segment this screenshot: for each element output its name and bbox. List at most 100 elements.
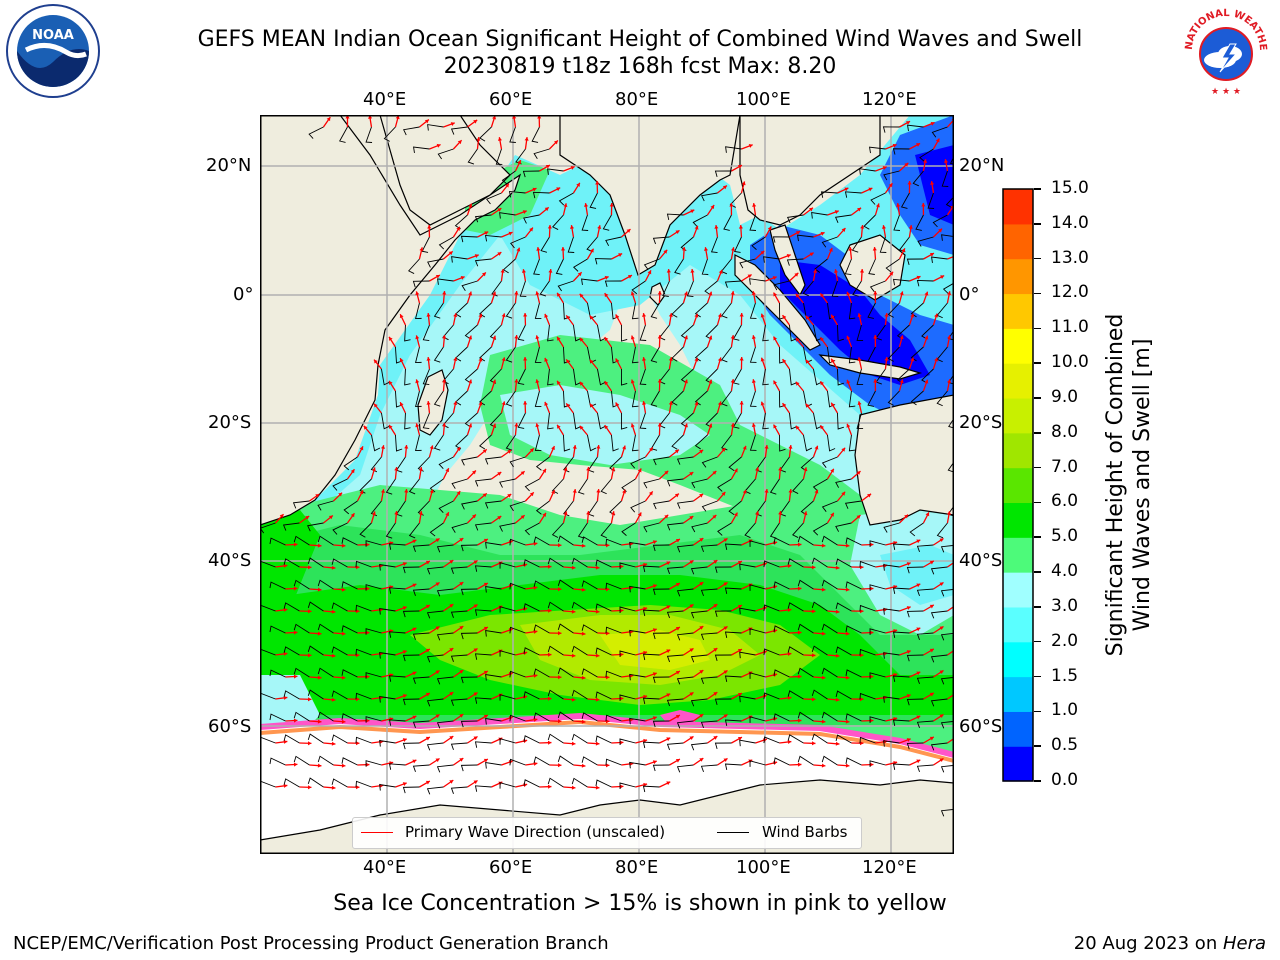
- wind-barb: [484, 234, 502, 242]
- wind-barb: [714, 698, 732, 706]
- wave-direction-arrowhead: [547, 652, 552, 657]
- wind-barb: [797, 234, 814, 242]
- wind-barb: [474, 741, 492, 748]
- wave-direction-arrowhead: [483, 670, 488, 675]
- wind-barb: [792, 522, 804, 538]
- wind-barb: [629, 761, 646, 769]
- wave-direction-arrowhead: [869, 674, 874, 679]
- wave-direction-arrowhead: [841, 228, 846, 232]
- wave-direction-arrowhead: [787, 651, 792, 657]
- wind-barb: [859, 604, 876, 612]
- wave-direction-arrowhead: [821, 587, 826, 592]
- wave-direction-arrowhead: [484, 231, 489, 236]
- wind-barb: [763, 692, 780, 700]
- wind-barb: [597, 412, 606, 430]
- wind-barb: [317, 500, 334, 511]
- wave-direction-arrowhead: [762, 650, 767, 655]
- wind-barb: [547, 168, 564, 175]
- wave-direction-arrowhead: [345, 115, 350, 119]
- colorbar-segment: [1003, 363, 1033, 399]
- wind-barb: [671, 346, 684, 362]
- wave-direction-arrowhead: [460, 275, 465, 280]
- wave-direction-arrowhead: [368, 115, 373, 119]
- wind-barb: [436, 764, 454, 773]
- wave-direction-arrowhead: [717, 357, 722, 362]
- wave-direction-arrowhead: [835, 653, 840, 658]
- wind-barb: [474, 478, 492, 487]
- wave-direction-arrowhead: [563, 511, 568, 516]
- wind-barb: [412, 544, 430, 552]
- wind-barb: [652, 544, 670, 552]
- wind-barb: [814, 258, 828, 273]
- wind-barb: [848, 434, 856, 452]
- wave-direction-arrowhead: [619, 652, 624, 657]
- wave-direction-arrowhead: [892, 143, 897, 148]
- wind-barb: [666, 522, 684, 531]
- wind-barb: [283, 558, 300, 568]
- wave-direction-arrowhead: [415, 379, 420, 384]
- wind-barb: [787, 558, 804, 568]
- wave-direction-arrowhead: [478, 401, 483, 406]
- wind-barb: [789, 324, 797, 342]
- date-text: 20 Aug 2023 on: [1073, 933, 1223, 954]
- wind-barb: [379, 652, 396, 659]
- wave-direction-arrowhead: [424, 119, 429, 124]
- wind-barb: [269, 581, 286, 590]
- wind-barb: [642, 609, 660, 617]
- wave-direction-arrowhead: [402, 694, 407, 699]
- wave-direction-arrowhead: [857, 313, 862, 318]
- wind-barb: [642, 741, 660, 749]
- wind-barb: [892, 763, 910, 770]
- wave-direction-arrowhead: [365, 542, 370, 547]
- wave-direction-arrowhead: [869, 762, 874, 767]
- wave-direction-arrowhead: [939, 626, 944, 631]
- wind-barb: [269, 757, 286, 766]
- wave-direction-arrowhead: [365, 586, 370, 591]
- wave-direction-arrowhead: [811, 565, 816, 570]
- wind-barb: [631, 434, 639, 452]
- colorbar-segment: [1003, 293, 1033, 329]
- wave-direction-arrowhead: [492, 379, 497, 384]
- wind-barb: [485, 542, 502, 549]
- x-tick-bottom-80e: 80°E: [615, 857, 659, 878]
- wind-barb: [509, 670, 526, 678]
- wind-barb: [605, 670, 622, 678]
- wave-direction-arrowhead: [317, 763, 322, 768]
- wind-barb: [509, 500, 526, 512]
- wind-barb: [690, 610, 708, 619]
- wind-barb: [892, 587, 910, 594]
- wind-barb: [690, 698, 708, 707]
- wind-barb: [797, 535, 814, 546]
- wind-barb: [787, 602, 804, 612]
- wave-direction-arrowhead: [923, 159, 928, 163]
- wind-barb: [533, 148, 550, 159]
- wind-barb: [653, 456, 670, 466]
- wave-direction-arrowhead: [307, 741, 312, 746]
- wave-direction-arrowhead: [326, 117, 331, 122]
- wind-barb: [479, 346, 492, 362]
- credit-text: NCEP/EMC/Verification Post Processing Pr…: [13, 933, 609, 954]
- wave-direction-arrowhead: [939, 758, 944, 763]
- wind-barb: [524, 478, 540, 492]
- wind-barb: [773, 625, 790, 634]
- wave-direction-arrowhead: [365, 718, 370, 723]
- wave-direction-arrowhead: [747, 274, 752, 279]
- wave-direction-arrowhead: [435, 582, 440, 587]
- wind-barb: [563, 434, 571, 452]
- wave-direction-arrowhead: [524, 137, 529, 141]
- wave-direction-arrowhead: [752, 203, 757, 207]
- wind-barb: [484, 456, 502, 465]
- wind-barb: [762, 412, 769, 430]
- wind-barb: [533, 668, 550, 678]
- wind-barb: [779, 434, 786, 452]
- wave-direction-arrowhead: [551, 490, 555, 495]
- wave-direction-arrowhead: [551, 446, 555, 451]
- wave-direction-arrowhead: [355, 653, 360, 658]
- wind-barb: [433, 390, 444, 407]
- wind-barb: [666, 742, 684, 751]
- wave-direction-arrowhead: [689, 560, 694, 565]
- wave-direction-arrowhead: [435, 538, 440, 543]
- wave-direction-arrowhead: [533, 673, 538, 678]
- wave-direction-arrowhead: [845, 675, 850, 680]
- wind-barb: [557, 755, 574, 766]
